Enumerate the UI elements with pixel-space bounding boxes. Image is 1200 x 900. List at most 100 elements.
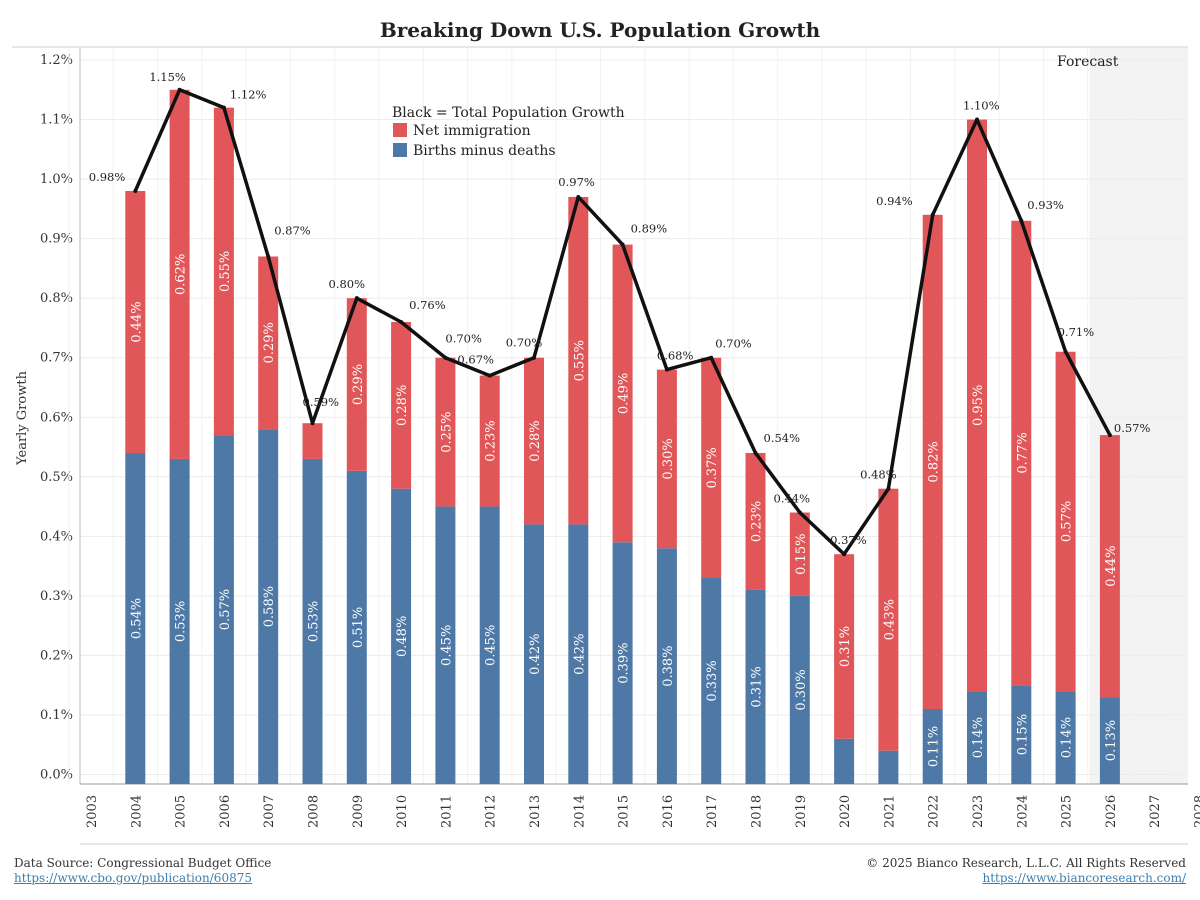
y-tick-label: 0.0% <box>40 768 73 783</box>
site-link[interactable]: https://www.biancoresearch.com/ <box>982 871 1186 885</box>
data-label-total-population-growth: 0.71% <box>1058 325 1095 339</box>
x-tick-label: 2012 <box>484 795 499 828</box>
data-label-total-population-growth: 0.57% <box>1114 421 1151 435</box>
y-tick-label: 0.8% <box>40 291 73 306</box>
data-label-net-immigration: 0.55% <box>218 251 233 292</box>
data-label-births-minus-deaths: 0.30% <box>794 669 809 710</box>
bar-net-immigration <box>391 321 412 489</box>
point-total-population-growth <box>975 117 979 122</box>
point-total-population-growth <box>797 510 802 515</box>
bar-births-minus-deaths <box>922 709 943 784</box>
bar-births-minus-deaths <box>302 458 323 784</box>
bar-births-minus-deaths <box>346 470 367 784</box>
data-label-total-population-growth: 0.48% <box>860 468 897 482</box>
data-label-net-immigration: 0.29% <box>351 364 366 405</box>
data-label-net-immigration: 0.30% <box>661 438 676 479</box>
x-tick-label: 2022 <box>927 795 942 828</box>
data-label-total-population-growth: 0.70% <box>445 332 482 346</box>
x-tick-label: 2008 <box>307 795 322 828</box>
data-label-total-population-growth: 0.89% <box>631 222 668 236</box>
bar-net-immigration <box>125 190 146 453</box>
bar-net-immigration <box>302 423 323 459</box>
data-label-net-immigration: 0.43% <box>882 599 897 640</box>
legend-swatch-net-immigration <box>393 123 407 137</box>
data-label-net-immigration: 0.29% <box>262 322 277 363</box>
forecast-label: Forecast <box>1057 54 1119 70</box>
bar-net-immigration <box>878 488 899 751</box>
bar-births-minus-deaths <box>1011 685 1032 784</box>
y-tick-label: 0.6% <box>40 410 73 425</box>
bar-births-minus-deaths <box>834 738 855 784</box>
x-tick-label: 2028 <box>1193 795 1200 828</box>
data-label-net-immigration: 0.37% <box>705 447 720 488</box>
x-tick-label: 2011 <box>439 795 454 828</box>
data-label-net-immigration: 0.55% <box>572 340 587 381</box>
legend-label-net-immigration: Net immigration <box>413 123 531 139</box>
bar-net-immigration <box>922 214 943 710</box>
source-link[interactable]: https://www.cbo.gov/publication/60875 <box>14 871 252 885</box>
point-total-population-growth <box>576 194 581 199</box>
bar-births-minus-deaths <box>612 542 633 784</box>
bar-net-immigration <box>435 357 456 507</box>
footer-source: Data Source: Congressional Budget Office… <box>14 856 271 886</box>
data-label-births-minus-deaths: 0.53% <box>307 601 322 642</box>
bar-net-immigration <box>524 357 544 525</box>
point-total-population-growth <box>443 355 448 360</box>
x-tick-label: 2014 <box>572 795 587 828</box>
data-label-net-immigration: 0.44% <box>129 301 144 342</box>
point-total-population-growth <box>399 319 404 324</box>
x-tick-label: 2003 <box>85 795 100 828</box>
x-tick-label: 2016 <box>661 795 676 828</box>
legend-title: Black = Total Population Growth <box>392 105 625 121</box>
data-label-total-population-growth: 0.67% <box>457 353 494 367</box>
data-label-births-minus-deaths: 0.38% <box>661 645 676 686</box>
point-total-population-growth <box>487 373 492 378</box>
y-tick-label: 0.1% <box>40 708 73 723</box>
data-label-total-population-growth: 0.59% <box>303 395 340 409</box>
x-tick-label: 2019 <box>794 795 809 828</box>
data-label-births-minus-deaths: 0.51% <box>351 607 366 648</box>
data-label-total-population-growth: 0.70% <box>506 336 543 350</box>
data-label-total-population-growth: 1.15% <box>149 70 186 84</box>
x-tick-label: 2020 <box>838 795 853 828</box>
bar-net-immigration <box>701 357 722 579</box>
legend: Black = Total Population Growth Net immi… <box>392 105 625 159</box>
data-label-births-minus-deaths: 0.31% <box>750 666 765 707</box>
y-tick-label: 0.2% <box>40 648 73 663</box>
data-label-net-immigration: 0.25% <box>439 411 454 452</box>
data-label-births-minus-deaths: 0.39% <box>617 642 632 683</box>
bar-births-minus-deaths <box>169 458 190 784</box>
x-tick-label: 2004 <box>129 795 144 828</box>
data-label-births-minus-deaths: 0.11% <box>927 726 942 767</box>
data-label-total-population-growth: 1.12% <box>230 88 267 102</box>
bar-births-minus-deaths <box>745 589 766 784</box>
bar-births-minus-deaths <box>125 452 146 784</box>
data-label-net-immigration: 0.95% <box>971 385 986 426</box>
y-tick-label: 1.2% <box>40 53 73 68</box>
bar-net-immigration <box>213 107 234 436</box>
x-tick-label: 2018 <box>750 795 765 828</box>
bar-net-immigration <box>1055 351 1076 692</box>
data-label-total-population-growth: 0.70% <box>715 337 752 351</box>
point-total-population-growth <box>753 450 758 455</box>
bar-births-minus-deaths <box>524 524 544 784</box>
bar-net-immigration <box>745 452 766 590</box>
source-text: Data Source: Congressional Budget Office <box>14 856 272 870</box>
bar-births-minus-deaths <box>1055 691 1076 784</box>
data-label-net-immigration: 0.77% <box>1015 432 1030 473</box>
data-label-births-minus-deaths: 0.57% <box>218 589 233 630</box>
bar-net-immigration <box>656 369 677 549</box>
x-tick-label: 2005 <box>174 795 189 828</box>
bar-births-minus-deaths <box>479 506 500 784</box>
x-tick-label: 2021 <box>882 795 897 828</box>
x-tick-label: 2026 <box>1104 795 1119 828</box>
x-tick-label: 2007 <box>262 795 277 828</box>
legend-label-births-minus-deaths: Births minus deaths <box>413 143 556 159</box>
point-total-population-growth <box>133 188 138 193</box>
bar-net-immigration <box>1099 435 1120 698</box>
x-tick-label: 2017 <box>705 795 720 828</box>
bar-net-immigration <box>967 119 987 692</box>
point-total-population-growth <box>1107 433 1112 438</box>
data-label-total-population-growth: 0.68% <box>657 349 694 363</box>
